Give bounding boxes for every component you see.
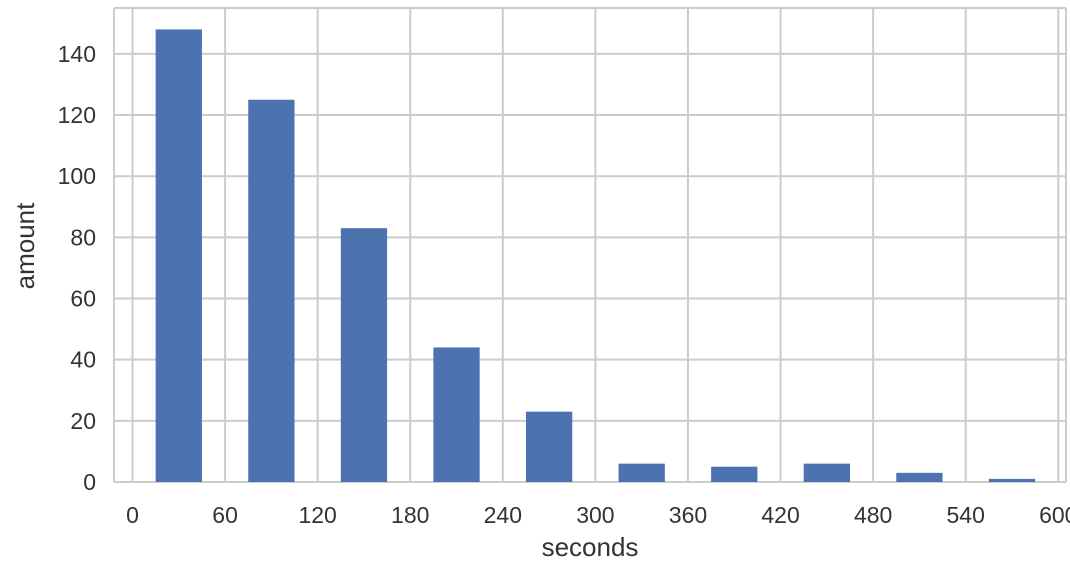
x-tick-label-4: 240: [484, 502, 522, 528]
x-axis-label: seconds: [542, 532, 639, 561]
x-tick-label-10: 600: [1039, 502, 1070, 528]
x-tick-label-7: 420: [761, 502, 799, 528]
y-tick-label-3: 60: [70, 286, 96, 312]
bar-7: [804, 464, 850, 482]
x-tick-label-8: 480: [854, 502, 892, 528]
y-tick-labels: 0 20 40 60 80 100 120 140: [58, 41, 96, 495]
x-tick-label-0: 0: [126, 502, 139, 528]
x-tick-labels: 0 60 120 180 240 300 360 420 480 540 600: [126, 502, 1070, 528]
bar-1: [248, 100, 294, 482]
bar-2: [341, 228, 387, 482]
y-tick-label-1: 20: [70, 408, 96, 434]
bar-5: [619, 464, 665, 482]
y-tick-label-2: 40: [70, 347, 96, 373]
y-tick-label-0: 0: [83, 469, 96, 495]
y-tick-label-6: 120: [58, 102, 96, 128]
y-tick-label-7: 140: [58, 41, 96, 67]
y-tick-label-5: 100: [58, 163, 96, 189]
bar-0: [156, 29, 202, 482]
bar-3: [433, 347, 479, 482]
bar-9: [989, 479, 1035, 482]
bar-8: [896, 473, 942, 482]
x-tick-label-1: 60: [212, 502, 238, 528]
x-tick-label-2: 120: [298, 502, 336, 528]
bar-6: [711, 467, 757, 482]
x-tick-label-6: 360: [669, 502, 707, 528]
x-tick-label-9: 540: [947, 502, 985, 528]
bar-4: [526, 412, 572, 482]
x-tick-label-5: 300: [576, 502, 614, 528]
y-tick-label-4: 80: [70, 224, 96, 250]
x-tick-label-3: 180: [391, 502, 429, 528]
y-axis-label: amount: [10, 202, 40, 289]
